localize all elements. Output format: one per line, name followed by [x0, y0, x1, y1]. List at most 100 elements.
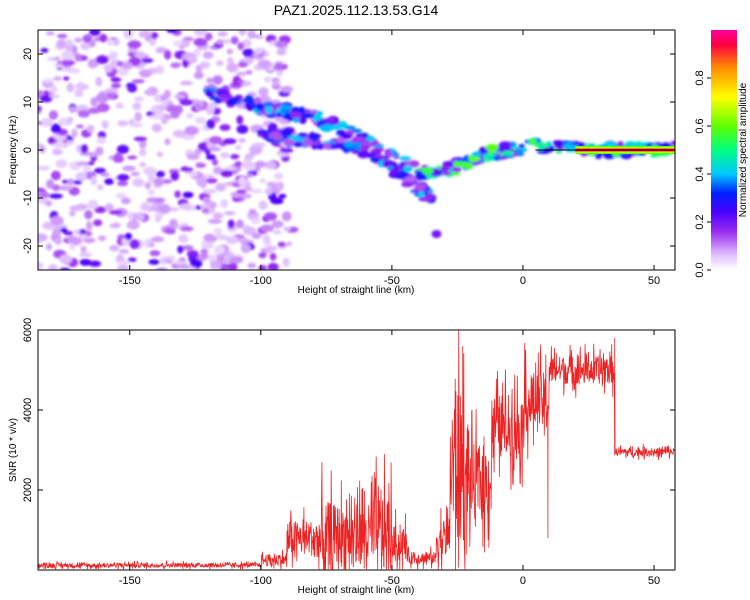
noise-blob: [280, 85, 294, 93]
noise-blob: [259, 178, 267, 184]
noise-blob: [234, 145, 242, 151]
noise-blob: [74, 88, 84, 98]
lower-branch-blob: [404, 176, 417, 182]
lower-branch-blob: [316, 143, 325, 150]
colorbar-tick-label: 0.2: [694, 214, 706, 229]
upper-branch-blob: [244, 94, 254, 103]
noise-blob: [163, 49, 172, 60]
colorbar: 0.0 0.2 0.4 0.6 0.8 Normalized spectral ampl…: [694, 30, 749, 278]
noise-blob: [129, 239, 140, 250]
upper-branch-blob: [265, 106, 273, 115]
noise-blob: [82, 34, 92, 43]
noise-blob: [201, 207, 210, 214]
noise-blob: [238, 137, 246, 144]
noise-blob: [222, 258, 232, 265]
lower-branch-blob: [261, 132, 271, 140]
noise-blob: [62, 76, 70, 81]
y-tick-label: -20: [22, 238, 34, 254]
noise-blob: [186, 153, 200, 160]
upper-branch-blob: [219, 93, 233, 99]
noise-blob: [178, 234, 189, 243]
noise-blob: [101, 120, 109, 130]
noise-blob: [129, 122, 143, 128]
noise-blob: [207, 254, 218, 261]
noise-blob: [45, 200, 53, 207]
colorbar-ticks: 0.0 0.2 0.4 0.6 0.8: [694, 70, 711, 278]
noise-blob: [87, 199, 99, 210]
noise-blob: [181, 133, 196, 141]
noise-blob: [127, 40, 142, 49]
noise-blob: [263, 212, 278, 221]
x-tick-label: 0: [520, 575, 526, 587]
noise-blob: [206, 177, 218, 184]
x-tick-label: -50: [384, 275, 400, 287]
upper-branch-blob: [403, 165, 413, 172]
lower-branch-blob: [322, 142, 332, 150]
noise-blob: [216, 39, 225, 45]
noise-blob: [196, 162, 207, 168]
upper-branch-blob: [316, 119, 326, 126]
noise-blob: [285, 241, 293, 246]
noise-blob: [59, 254, 73, 265]
noise-blob: [226, 57, 235, 65]
noise-blob: [116, 180, 129, 187]
noise-blob: [117, 120, 129, 127]
noise-blob: [258, 87, 269, 97]
colorbar-tick-label: 0.0: [694, 262, 706, 277]
x-tick-label: -100: [250, 575, 272, 587]
noise-blob: [100, 172, 111, 177]
noise-blob: [282, 257, 290, 267]
noise-blob: [40, 48, 49, 53]
noise-blob: [75, 82, 86, 91]
noise-blob: [170, 62, 181, 69]
noise-blob: [124, 232, 133, 241]
noise-blob: [112, 39, 120, 46]
noise-blob: [202, 188, 217, 195]
y-tick-label: 0: [22, 147, 34, 153]
noise-blob: [71, 128, 78, 139]
noise-blob: [87, 161, 95, 166]
noise-blob: [222, 39, 232, 44]
noise-blob: [122, 165, 136, 171]
noise-blob: [138, 139, 147, 149]
x-tick-label: 0: [520, 275, 526, 287]
noise-blob: [203, 196, 211, 204]
noise-blob: [245, 70, 253, 75]
noise-blob: [161, 179, 173, 184]
noise-blob: [195, 103, 203, 112]
lower-branch-blob: [425, 194, 437, 199]
noise-blob: [212, 212, 224, 219]
noise-blob: [177, 245, 184, 254]
lower-branch-blob: [351, 142, 363, 150]
noise-blob: [281, 211, 292, 222]
noise-blob: [61, 60, 76, 66]
noise-blob: [238, 30, 247, 36]
upper-branch-blob: [263, 101, 274, 106]
noise-blob: [199, 61, 210, 69]
noise-blob: [106, 38, 115, 46]
noise-blob: [148, 241, 155, 248]
noise-blob: [88, 107, 101, 114]
noise-blob: [49, 94, 60, 99]
noise-blob: [84, 210, 93, 220]
noise-blob: [147, 189, 156, 195]
snr-frame: [37, 329, 676, 571]
noise-blob: [157, 105, 168, 111]
noise-blob: [272, 229, 282, 235]
merged-track-blob: [485, 144, 499, 152]
lower-branch-blob: [307, 133, 322, 139]
noise-blob: [243, 186, 253, 192]
noise-blob: [40, 117, 53, 127]
noise-blob: [132, 79, 145, 84]
noise-blob: [227, 219, 235, 229]
noise-blob: [200, 248, 209, 255]
noise-blob: [132, 177, 145, 187]
noise-blob: [161, 116, 169, 125]
noise-blob: [59, 267, 70, 270]
upper-branch-blob: [244, 102, 252, 110]
upper-branch-blob: [301, 113, 315, 119]
noise-blob: [236, 189, 247, 194]
noise-blob: [258, 264, 267, 270]
lower-branch-blob: [343, 140, 354, 149]
